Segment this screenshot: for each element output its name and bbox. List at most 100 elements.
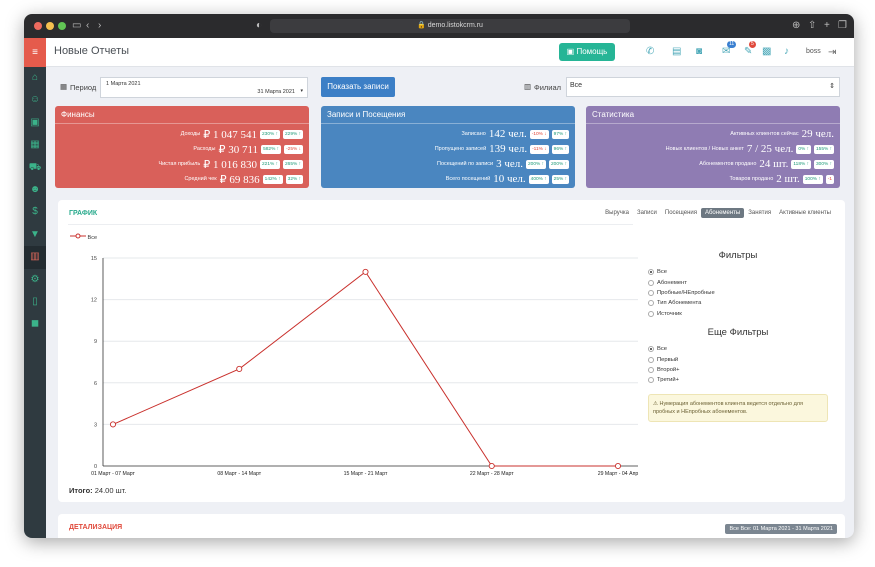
radio-icon[interactable] [648, 269, 654, 276]
sidebar-item-reports[interactable]: ▥ [24, 246, 46, 269]
app-sidebar: ≡ ⌂ ☺ ▣ ▦ ⛟ ☻ $ ▼ ▥ ⚙ ▯ ◼ [24, 38, 46, 538]
change-badge: -25% ↓ [284, 144, 303, 154]
radio-icon[interactable] [648, 289, 654, 296]
sidebar-item-shop[interactable]: ⛟ [28, 161, 42, 173]
radio-option[interactable]: Тип Абонемента [648, 298, 828, 308]
period-date-range[interactable]: 1 Марта 2021 31 Марта 2021 ▾ [100, 77, 308, 98]
card-row: Посещений по записи 3 чел. 200% ↑ 200% ↑ [437, 157, 569, 171]
minimize-window-button[interactable] [46, 22, 54, 30]
sidebar-toggle-icon[interactable]: ▭ [72, 20, 82, 31]
sidebar-item-briefcase[interactable]: ◼ [30, 318, 40, 330]
data-point [236, 365, 243, 372]
card-row: Абонементов продано 24 шт. 118% ↑ 300% ↑ [699, 157, 834, 171]
chat-icon[interactable]: ✉ [722, 46, 731, 57]
card-row: Товаров продано 2 шт. 100% ↑ -1 [729, 172, 834, 186]
change-badge: 25% ↑ [551, 174, 569, 184]
tab-2[interactable]: Посещения [664, 210, 697, 216]
logout-icon[interactable]: ⇥ [828, 47, 837, 58]
row-value: ₽ 30 711 [218, 143, 259, 156]
radio-icon[interactable] [648, 366, 654, 373]
row-value: 7 / 25 чел. [746, 143, 794, 155]
radio-label: Все [657, 269, 667, 276]
bell-icon[interactable]: ♪ [784, 46, 789, 57]
radio-option[interactable]: Пробные/НЕпробные [648, 288, 828, 298]
legend-line-icon [70, 233, 86, 239]
tab-3[interactable]: Абонементы [700, 208, 745, 218]
tab-1[interactable]: Записи [636, 210, 657, 216]
new-tab-icon[interactable]: + [824, 20, 830, 31]
help-button[interactable]: ▣ Помощь [559, 43, 615, 61]
x-tick-label: 08 Март - 14 Март [217, 471, 261, 477]
row-value: ₽ 1 047 541 [203, 128, 257, 141]
grid-icon[interactable]: ▩ [762, 46, 772, 57]
radio-icon[interactable] [648, 279, 654, 286]
radio-icon[interactable] [648, 377, 654, 384]
sidebar-item-filter[interactable]: ▼ [30, 228, 40, 240]
change-badge: 265% ↑ [283, 159, 303, 169]
tab-5[interactable]: Активные клиенты [779, 210, 831, 216]
document-icon[interactable]: ▤ [672, 46, 682, 57]
sidebar-item-mobile[interactable]: ▯ [32, 295, 38, 307]
radio-option[interactable]: Третий+ [648, 375, 828, 385]
change-badge: 229% ↑ [283, 129, 303, 139]
row-label: Доходы [180, 131, 201, 137]
radio-option[interactable]: Источник [648, 309, 828, 319]
username[interactable]: boss [806, 48, 821, 55]
radio-label: Все [657, 346, 667, 353]
filter-options: Все Абонемент Пробные/НЕпробные Тип Абонеме… [648, 267, 828, 319]
sidebar-item-clients[interactable]: ☺ [29, 94, 41, 106]
card-row: Чистая прибыль ₽ 1 016 830 221% ↑ 265% ↑ [158, 157, 303, 171]
radio-icon[interactable] [648, 300, 654, 307]
share-icon[interactable]: ⇧ [808, 20, 817, 31]
branch-select[interactable]: Все ⇕ [566, 77, 840, 97]
download-icon[interactable]: ⊕ [792, 20, 801, 31]
card-title: Записи и Посещения [327, 110, 406, 119]
radio-label: Третий+ [657, 377, 679, 384]
maximize-window-button[interactable] [58, 22, 66, 30]
tab-4[interactable]: Занятия [748, 210, 772, 216]
sidebar-item-staff[interactable]: ☻ [29, 183, 41, 195]
sidebar-item-finance[interactable]: $ [32, 206, 38, 218]
tabs-overview-icon[interactable]: ❐ [838, 20, 847, 31]
camera-icon[interactable]: ◙ [696, 46, 703, 57]
forward-icon[interactable]: › [98, 20, 102, 31]
radio-option[interactable]: Все [648, 344, 828, 354]
phone-icon[interactable]: ✆ [646, 46, 655, 57]
chart-legend[interactable]: Все [70, 233, 97, 241]
radio-option[interactable]: Второй+ [648, 365, 828, 375]
sidebar-item-calendar[interactable]: ▦ [30, 139, 40, 151]
tasks-icon[interactable]: ✎ [744, 46, 753, 57]
radio-option[interactable]: Все [648, 267, 828, 277]
close-window-button[interactable] [34, 22, 42, 30]
change-badge: 155% ↑ [814, 144, 834, 154]
y-tick-label: 3 [94, 422, 97, 428]
sidebar-item-home[interactable]: ⌂ [31, 72, 39, 83]
row-label: Записано [461, 131, 486, 137]
change-badge: -11% ↓ [530, 144, 549, 154]
change-badge: 32% ↑ [285, 174, 303, 184]
branch-label: Филиал [534, 83, 562, 92]
radio-option[interactable]: Абонемент [648, 277, 828, 287]
show-records-button[interactable]: Показать записи [321, 77, 395, 97]
chat-badge: 11 [727, 41, 737, 48]
change-badge: -10% ↓ [529, 129, 549, 139]
address-bar[interactable]: 🔒 demo.listokcrm.ru [270, 19, 630, 33]
sidebar-item-products[interactable]: ▣ [30, 116, 40, 128]
total-value: 24.00 шт. [94, 486, 127, 495]
sidebar-item-settings[interactable]: ⚙ [30, 273, 40, 285]
back-icon[interactable]: ‹ [86, 20, 90, 31]
total-label: Итого: [69, 486, 93, 495]
menu-toggle-icon[interactable]: ≡ [24, 38, 46, 67]
radio-icon[interactable] [648, 346, 654, 353]
calendar-icon: ▦ [60, 82, 68, 91]
radio-icon[interactable] [648, 356, 654, 363]
data-point [488, 462, 495, 470]
change-badge: 300% ↑ [814, 159, 834, 169]
y-tick-label: 0 [94, 464, 97, 470]
detail-period-badge: Все Все: 01 Марта 2021 - 31 Марта 2021 [725, 524, 837, 534]
radio-option[interactable]: Первый [648, 354, 828, 364]
row-value: ₽ 1 016 830 [203, 158, 257, 171]
tab-0[interactable]: Выручка [605, 210, 629, 216]
radio-icon[interactable] [648, 310, 654, 317]
privacy-shield-icon[interactable]: ◐ [256, 20, 263, 31]
